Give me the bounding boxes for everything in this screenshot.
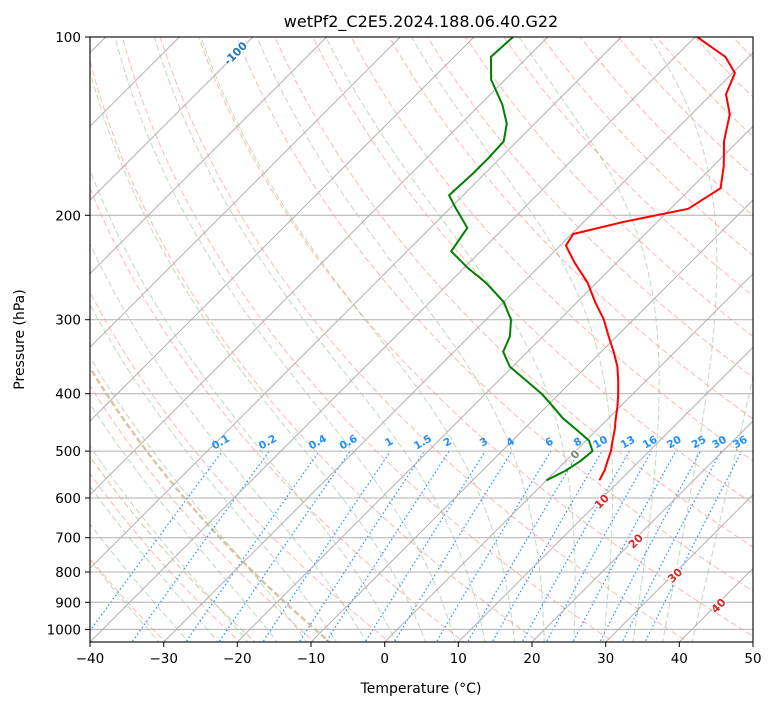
axes-ticks: −40 −30 −20 −10 0 10 20 30 40 50 100 200 300 400 500 60… <box>47 30 762 667</box>
isotherm-gridline <box>384 272 753 642</box>
mixing-ratio-line <box>599 450 702 642</box>
y-tick-label: 500 <box>55 444 81 460</box>
isotherm-gridline <box>90 37 696 642</box>
dry-adiabat-line <box>90 59 540 642</box>
mixing-ratio-line <box>621 450 722 642</box>
chart-title: wetPf2_C2E5.2024.188.06.40.G22 <box>284 12 558 32</box>
y-axis-label: Pressure (hPa) <box>12 289 28 389</box>
special-adiabat-line <box>90 455 256 642</box>
profile-series <box>448 37 736 482</box>
x-tick-label: 40 <box>671 651 688 667</box>
isotherm-gridlines <box>90 37 753 642</box>
dry-adiabat-line <box>426 37 753 378</box>
y-tick-label: 1000 <box>47 622 81 638</box>
moist-adiabat-line <box>200 37 516 642</box>
y-tick-label: 300 <box>55 313 81 329</box>
moist-adiabat-line <box>90 242 367 642</box>
y-tick-label: 600 <box>55 491 81 507</box>
isotherm-gridline <box>90 37 328 275</box>
mixing-ratio-lines <box>90 450 743 642</box>
x-tick-label: 0 <box>380 651 389 667</box>
isotherm-gridline <box>236 125 753 642</box>
mixing-ratio-line <box>325 450 450 642</box>
moist-adiabat-line <box>90 485 219 642</box>
x-axis-label: Temperature (°C) <box>360 681 482 697</box>
dry-adiabat-line <box>198 37 753 637</box>
isotherm-gridline <box>90 37 254 201</box>
isotherm-gridline <box>457 346 753 642</box>
x-tick-label: −20 <box>223 651 252 667</box>
dry-adiabat-line <box>236 37 753 592</box>
x-tick-label: 30 <box>597 651 614 667</box>
x-tick-label: −30 <box>149 651 178 667</box>
isotherm-gridline <box>90 37 549 496</box>
dry-adiabat-line <box>274 37 753 548</box>
mixing-ratio-line <box>218 450 351 642</box>
isotherm-gridline <box>163 51 753 642</box>
moist-adiabat-line <box>90 559 160 642</box>
x-tick-label: 50 <box>744 651 761 667</box>
moist-adiabat-line <box>90 355 308 642</box>
x-tick-label: 20 <box>523 651 540 667</box>
moist-adiabat-line <box>518 37 660 642</box>
temperature-profile-line <box>564 37 736 481</box>
moist-adiabat-line <box>256 37 545 642</box>
dry-adiabat-line <box>90 384 316 642</box>
moist-adiabat-line <box>90 168 397 642</box>
mixing-ratio-line <box>298 450 425 642</box>
isotherm-gridline <box>90 37 475 422</box>
isotherm-gridline <box>310 199 753 642</box>
y-tick-label: 800 <box>55 565 81 581</box>
dry-adiabat-line <box>350 37 753 462</box>
isotherm-gridline <box>90 37 622 570</box>
y-tick-label: 400 <box>55 387 81 403</box>
y-tick-label: 100 <box>55 30 81 46</box>
mixing-ratio-line <box>262 450 392 642</box>
isotherm-gridline <box>90 37 401 349</box>
mixing-ratio-line <box>572 450 677 642</box>
plot-frame <box>89 36 754 643</box>
y-tick-label: 200 <box>55 208 81 224</box>
dry-adiabat-line <box>465 37 753 338</box>
x-tick-label: −40 <box>76 651 105 667</box>
mixing-ratio-line <box>466 450 580 642</box>
isotherm-gridline <box>531 420 753 642</box>
moist-adiabat-line <box>649 37 718 642</box>
mixing-ratio-line <box>185 450 320 642</box>
isobar-gridlines <box>90 37 753 630</box>
x-tick-label: 10 <box>450 651 467 667</box>
moist-adiabat-line <box>410 37 614 642</box>
moist-adiabat-line <box>325 37 576 642</box>
y-tick-label: 700 <box>55 531 81 547</box>
dry-adiabat-line <box>90 472 241 642</box>
mixing-ratio-line <box>131 450 270 642</box>
x-tick-label: −10 <box>297 651 326 667</box>
moist-adiabat-line <box>114 37 456 642</box>
isotherm-gridline <box>605 493 753 642</box>
moist-adiabat-line <box>90 402 278 642</box>
y-tick-label: 900 <box>55 595 81 611</box>
moist-adiabat-line <box>153 37 486 642</box>
moist-adiabat-line <box>90 523 190 642</box>
mixing-ratio-line <box>393 450 513 642</box>
dewpoint-profile-line <box>448 37 594 482</box>
mixing-ratio-line <box>90 450 223 632</box>
